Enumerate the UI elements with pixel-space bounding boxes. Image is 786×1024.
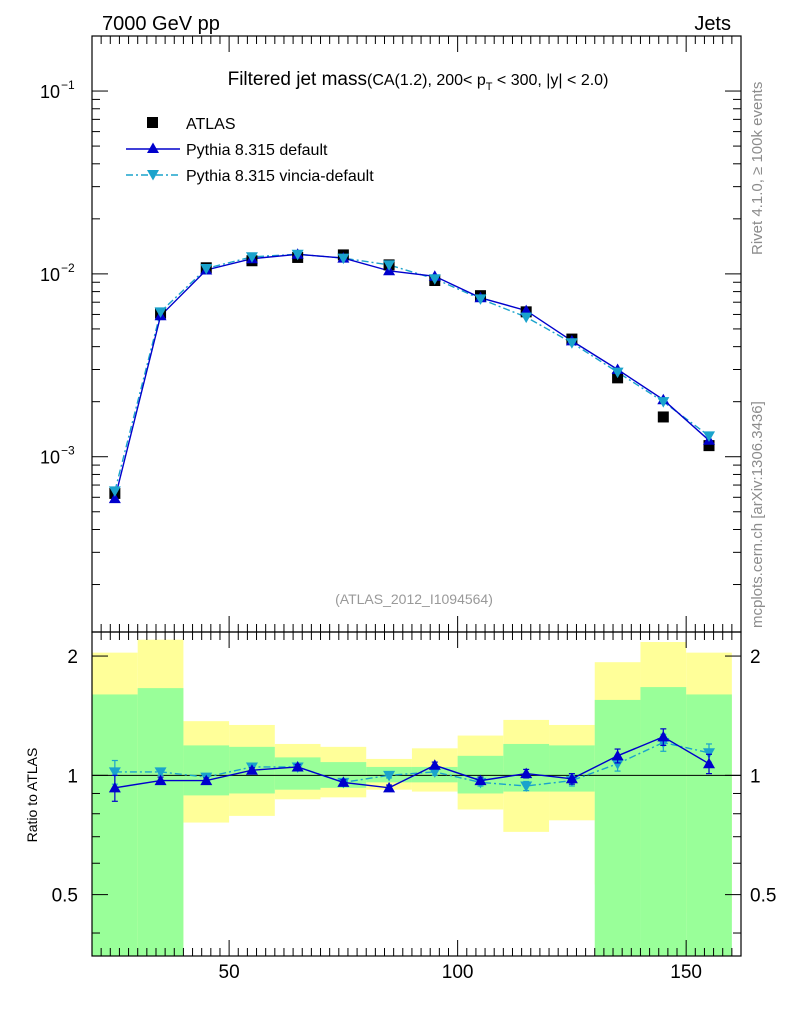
- y-tick-label-ratio: 1: [67, 766, 78, 787]
- default-ratio-point: [200, 774, 213, 786]
- vincia-ratio-point: [611, 759, 624, 770]
- ratio-frame: [91, 631, 742, 957]
- vincia-ratio-point: [520, 781, 533, 792]
- ratio-ylabel: Ratio to ATLAS: [24, 748, 40, 843]
- legend-default-label: Pythia 8.315 default: [186, 142, 328, 159]
- y-tick-label-main: 10: [40, 265, 60, 285]
- default-ratio-point: [474, 774, 487, 786]
- default-ratio-point: [657, 730, 670, 742]
- vincia-ratio-point: [108, 767, 121, 778]
- y-tick-exp-main: −2: [61, 261, 75, 275]
- y-tick-label-ratio-right: 2: [750, 647, 761, 668]
- y-tick-exp-main: −1: [61, 78, 75, 92]
- chart-title-cond: (CA(1.2), 200< p: [367, 72, 486, 89]
- y-tick-label-ratio: 0.5: [52, 886, 78, 907]
- default-ratio-point: [428, 759, 441, 770]
- main-panel: 10−110−210−3: [40, 35, 742, 633]
- vincia-point: [520, 312, 533, 324]
- default-ratio-line: [114, 736, 710, 789]
- default-ratio-point: [154, 774, 167, 786]
- chart-title-cond-end: < 300, |y| < 2.0): [492, 72, 608, 89]
- x-tick-label: 50: [219, 962, 240, 983]
- x-tick-label: 150: [670, 962, 702, 983]
- vincia-point: [611, 367, 624, 379]
- header-right: Jets: [694, 13, 731, 35]
- atlas-point: [703, 440, 715, 452]
- y-tick-label-ratio-right: 1: [750, 766, 761, 787]
- vincia-ratio-point: [154, 767, 167, 778]
- default-ratio-point: [337, 776, 350, 787]
- vincia-point: [154, 307, 167, 318]
- legend-atlas-marker: [147, 117, 158, 128]
- y-tick-label-main: 10: [40, 82, 60, 102]
- legend: ATLAS Pythia 8.315 default Pythia 8.315 …: [126, 116, 374, 185]
- chart-title: Filtered jet mass(CA(1.2), 200< pT < 300…: [228, 69, 609, 93]
- default-ratio-point: [520, 767, 533, 779]
- vincia-ratio-line: [114, 741, 710, 787]
- band-green: [137, 688, 184, 956]
- band-green: [640, 687, 687, 956]
- default-point: [520, 304, 533, 316]
- rivet-label: Rivet 4.1.0, ≥ 100k events: [749, 82, 766, 255]
- vincia-point: [657, 397, 670, 408]
- band-green: [92, 694, 138, 956]
- vincia-point: [337, 253, 350, 265]
- ratio-panel: 0.5 0.5 1 1 2 2 50 100 150: [52, 631, 776, 983]
- vincia-ratio-point: [428, 767, 441, 778]
- header-left: 7000 GeV pp: [102, 13, 220, 35]
- vincia-point: [383, 260, 396, 271]
- vincia-point: [428, 274, 441, 285]
- default-ratio-point: [291, 760, 304, 772]
- vincia-line: [114, 253, 710, 492]
- vincia-ratio-point: [383, 770, 396, 782]
- default-line: [114, 253, 710, 499]
- y-tick-label-ratio: 2: [67, 647, 78, 668]
- vincia-point: [245, 252, 258, 263]
- vincia-point: [200, 264, 213, 275]
- band-green: [183, 745, 230, 796]
- legend-default-marker: [147, 142, 159, 153]
- y-tick-label-main: 10: [40, 448, 60, 468]
- vincia-point: [291, 249, 304, 261]
- vincia-ratio-point: [703, 748, 716, 759]
- default-point: [108, 492, 121, 504]
- chart-title-main: Filtered jet mass: [228, 69, 367, 90]
- vincia-point: [703, 431, 716, 442]
- legend-vincia-label: Pythia 8.315 vincia-default: [186, 168, 374, 185]
- vincia-point: [474, 294, 487, 305]
- band-green: [686, 694, 732, 956]
- default-ratio-point: [611, 749, 624, 761]
- analysis-id: (ATLAS_2012_I1094564): [335, 591, 493, 607]
- default-ratio-point: [703, 757, 716, 769]
- default-ratio-point: [245, 764, 258, 775]
- mcplots-label: mcplots.cern.ch [arXiv:1306.3436]: [749, 401, 766, 628]
- y-tick-label-ratio-right: 0.5: [750, 886, 776, 907]
- default-ratio-point: [108, 781, 121, 793]
- default-ratio-point: [565, 772, 578, 784]
- y-tick-exp-main: −3: [61, 444, 75, 458]
- default-ratio-point: [383, 781, 396, 793]
- vincia-point: [565, 338, 578, 349]
- atlas-point: [657, 411, 669, 423]
- vincia-point: [108, 486, 121, 497]
- x-tick-label: 100: [442, 962, 474, 983]
- legend-atlas-label: ATLAS: [186, 116, 236, 133]
- chart-title-sub: T: [486, 81, 493, 93]
- legend-vincia-marker: [147, 170, 159, 181]
- band-green: [594, 699, 641, 956]
